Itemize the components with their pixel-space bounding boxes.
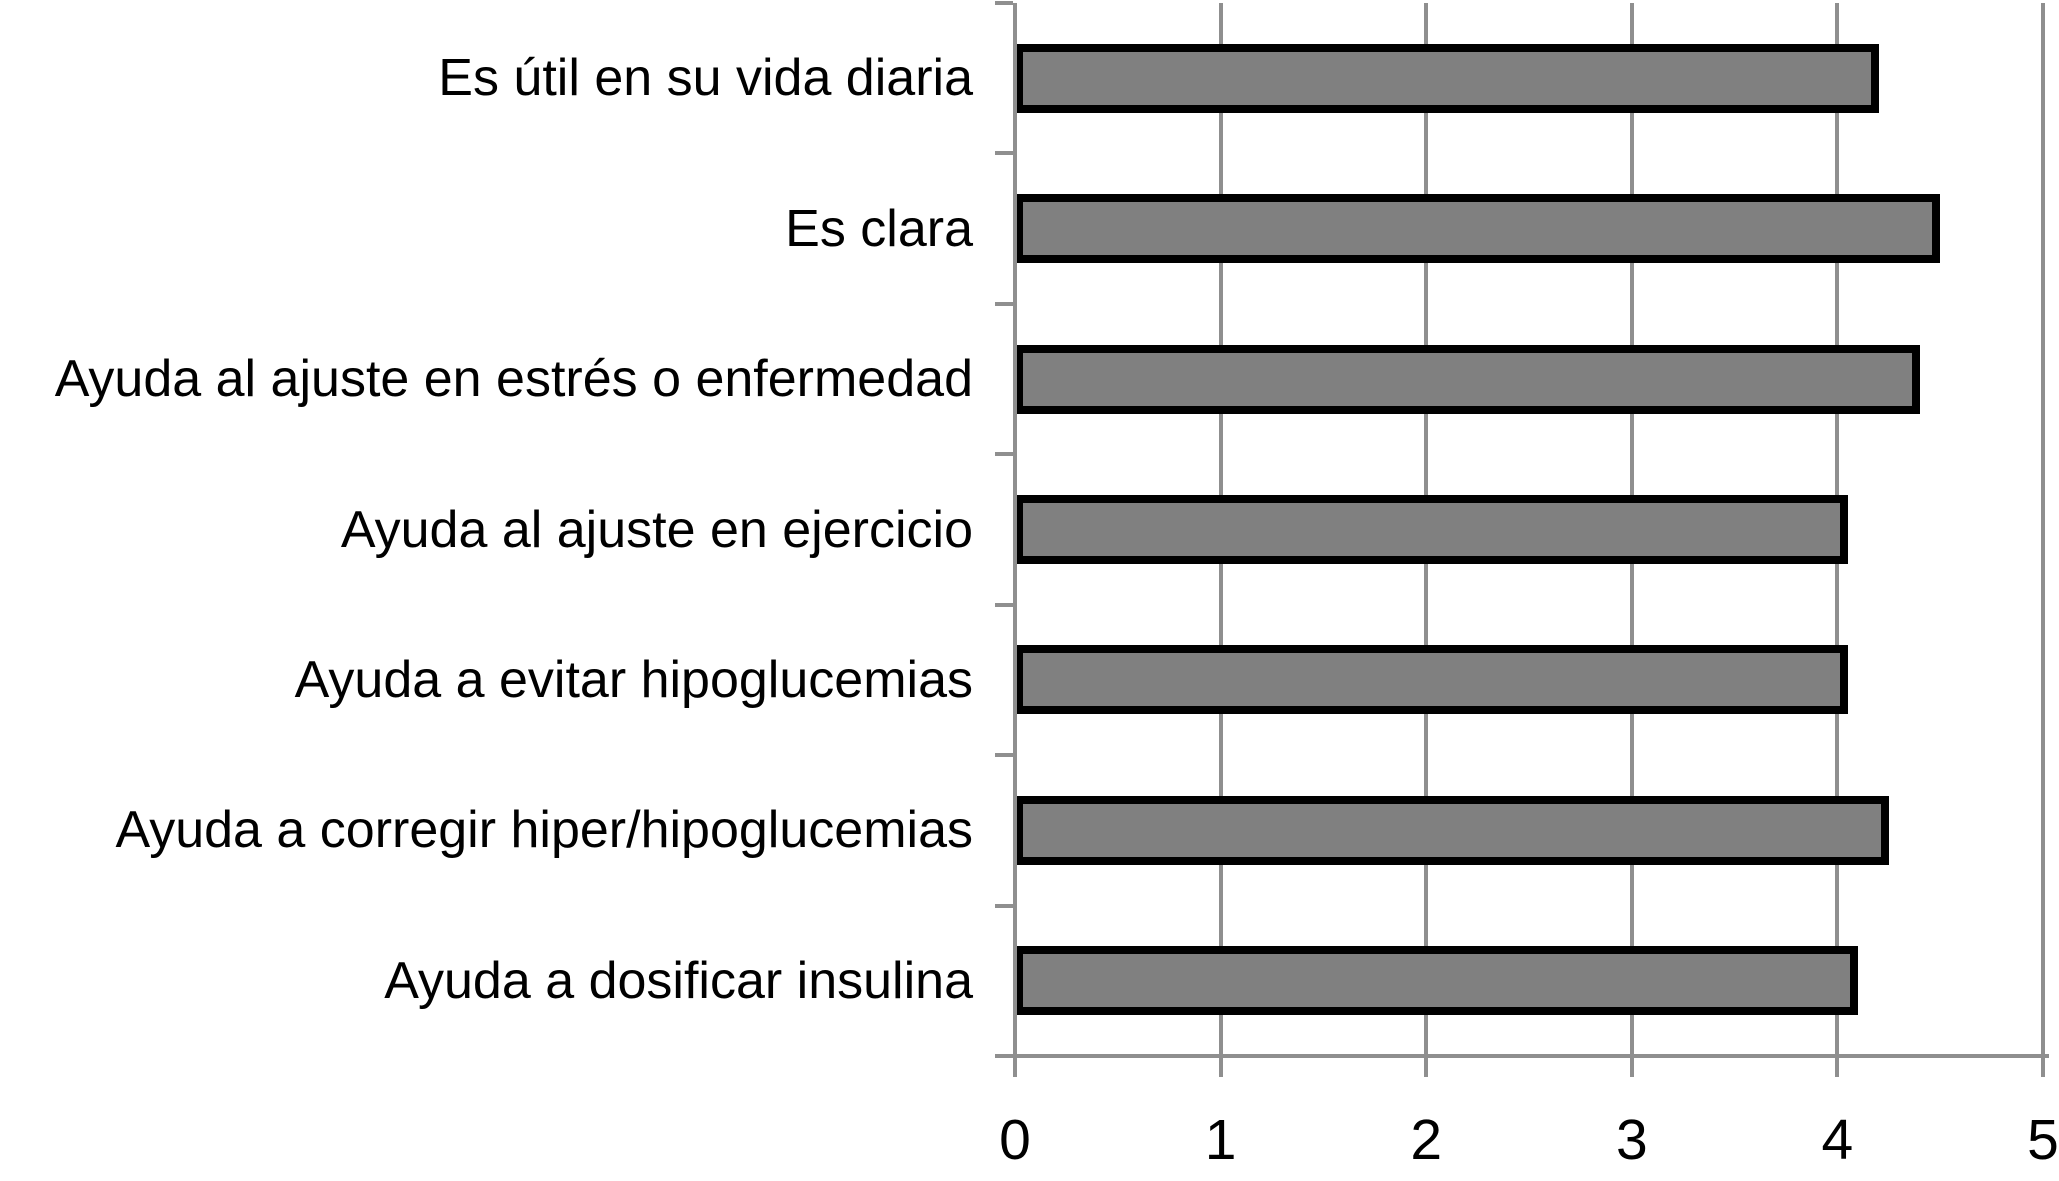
x-axis-line	[995, 1054, 2049, 1058]
y-axis-tick	[995, 903, 1013, 908]
y-axis-tick	[995, 151, 1013, 156]
bar-row	[1015, 454, 2043, 604]
x-axis-tick-3	[1629, 1056, 1634, 1077]
plot-area	[1015, 3, 2045, 1056]
bar-row	[1015, 3, 2043, 153]
bar-3	[1015, 494, 1848, 564]
category-label: Ayuda a corregir hiper/hipoglucemias	[115, 801, 973, 860]
category-label: Ayuda a dosificar insulina	[384, 951, 973, 1010]
bar-0	[1015, 43, 1879, 113]
x-tick-label-3: 3	[1615, 1108, 1648, 1172]
y-axis-line	[1013, 3, 1017, 1077]
x-tick-label-5: 5	[2027, 1108, 2059, 1172]
bar-row	[1015, 605, 2043, 755]
x-axis-tick-5	[2041, 1056, 2045, 1077]
category-label: Ayuda al ajuste en estrés o enfermedad	[54, 350, 973, 409]
y-axis-tick	[995, 753, 1013, 758]
gridline-x-5	[2041, 3, 2045, 1056]
y-axis-tick	[995, 1054, 1013, 1058]
category-label: Ayuda a evitar hipoglucemias	[294, 650, 973, 709]
x-axis-tick-1	[1218, 1056, 1223, 1077]
bar-5	[1015, 795, 1889, 865]
x-axis-tick-4	[1835, 1056, 1840, 1077]
y-axis-tick	[995, 301, 1013, 306]
category-label: Es útil en su vida diaria	[438, 49, 973, 108]
bar-row	[1015, 755, 2043, 905]
x-tick-label-0: 0	[999, 1108, 1031, 1172]
y-axis-tick	[995, 1, 1013, 5]
category-label: Ayuda al ajuste en ejercicio	[340, 500, 973, 559]
bar-2	[1015, 344, 1920, 414]
bar-row	[1015, 304, 2043, 454]
x-tick-label-2: 2	[1410, 1108, 1443, 1172]
bar-row	[1015, 906, 2043, 1056]
x-axis-tick-2	[1424, 1056, 1429, 1077]
category-label: Es clara	[785, 199, 973, 258]
bar-6	[1015, 946, 1858, 1016]
x-tick-label-1: 1	[1204, 1108, 1237, 1172]
bar-1	[1015, 194, 1941, 264]
y-axis-tick	[995, 602, 1013, 607]
x-tick-label-4: 4	[1821, 1108, 1854, 1172]
bar-row	[1015, 153, 2043, 303]
bar-4	[1015, 645, 1848, 715]
y-axis-tick	[995, 452, 1013, 457]
